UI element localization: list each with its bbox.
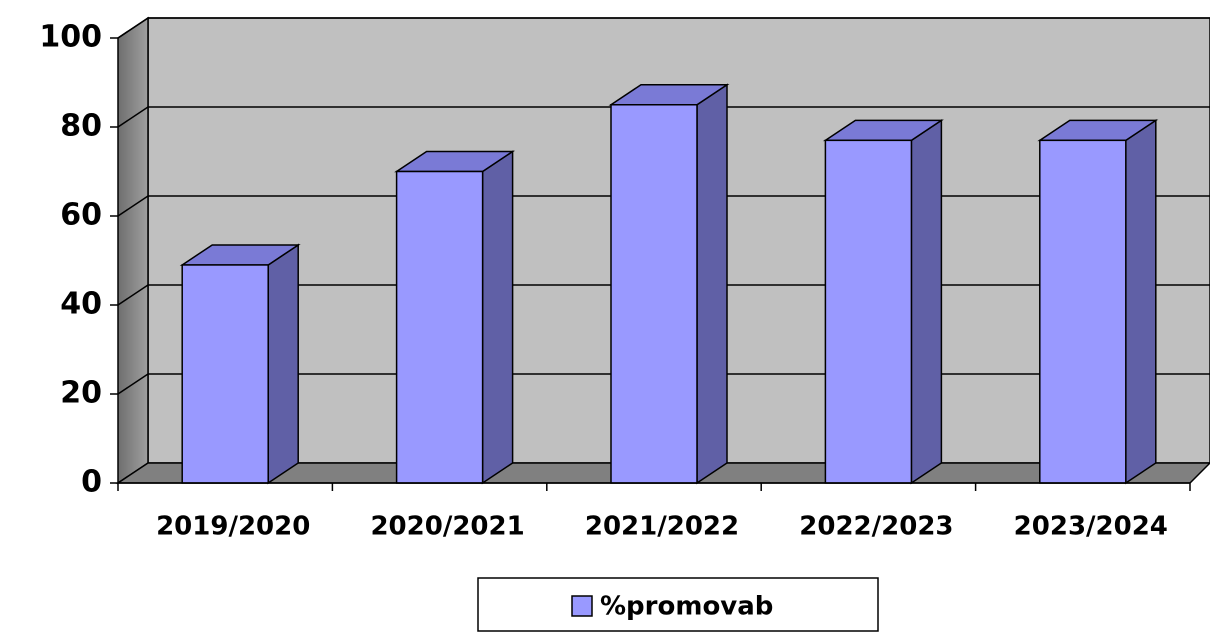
x-tick-label: 2021/2022 <box>585 512 739 542</box>
bar-side <box>1125 118 1157 485</box>
side-wall <box>117 16 149 485</box>
y-tick-label: 100 <box>39 20 102 55</box>
bar-side <box>267 243 299 485</box>
y-tick-label: 0 <box>81 465 102 500</box>
labels: 0 20 40 60 80 100 2019/2020 2020/2021 2021/2022 2… <box>39 20 1191 542</box>
bar-side <box>481 150 514 485</box>
y-tick-label: 20 <box>60 376 102 411</box>
legend: %promovab <box>571 592 773 622</box>
x-tick-label: 2020/2021 <box>370 512 524 542</box>
grid-line <box>117 17 1210 39</box>
bar <box>395 170 484 484</box>
x-tick-label: 2023/2024 <box>1014 512 1168 542</box>
bar <box>610 104 698 484</box>
bar <box>181 264 269 484</box>
y-tick-label: 80 <box>60 109 102 144</box>
legend-swatch <box>571 595 593 617</box>
bars <box>179 83 1159 485</box>
bar-side <box>696 83 728 485</box>
legend-box <box>477 577 879 632</box>
y-tick-label: 60 <box>60 198 102 233</box>
legend-label: %promovab <box>600 592 773 622</box>
x-tick-label: 2019/2020 <box>156 512 310 542</box>
y-tick-label: 40 <box>60 287 102 322</box>
bar <box>824 139 913 484</box>
bar <box>1039 139 1127 484</box>
x-tick-label: 2022/2023 <box>799 512 953 542</box>
bar-side <box>910 118 943 485</box>
grid-line <box>117 106 1210 128</box>
